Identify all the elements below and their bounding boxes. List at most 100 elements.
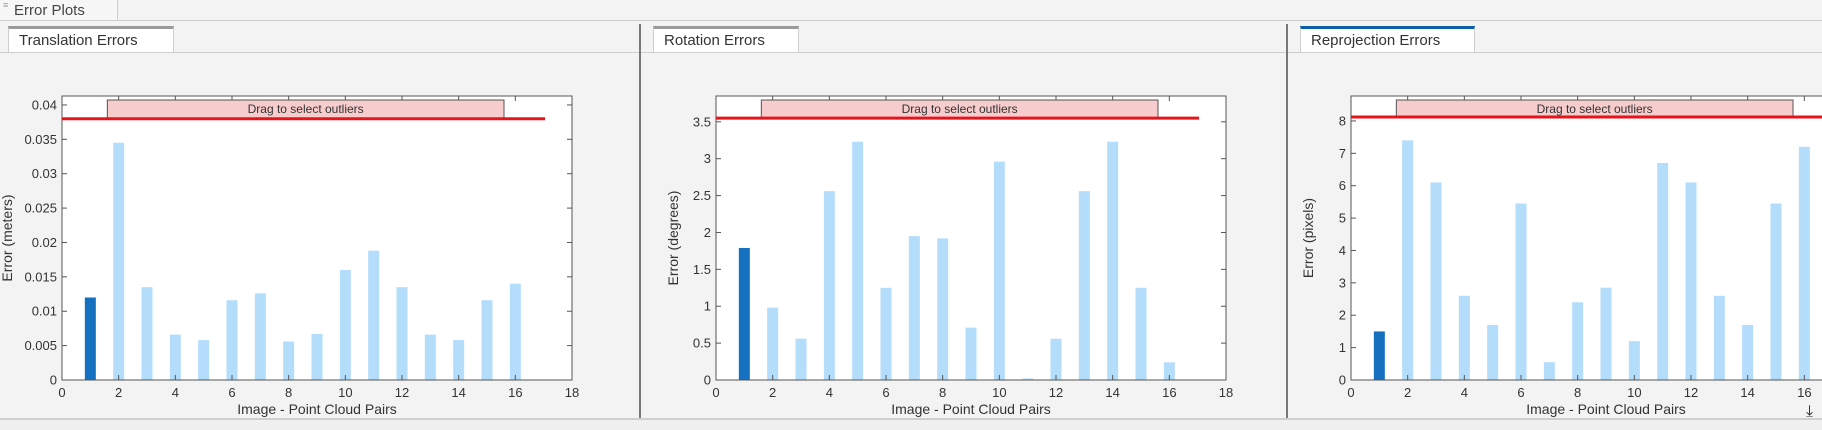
bar[interactable]: [113, 142, 125, 380]
bar-chart: 0 2 4 6 8 10 12 14 16 18 0 0.5 1 1.5 2 2.5 3 3.5 Image - P…: [665, 95, 1233, 417]
bar[interactable]: [226, 300, 238, 380]
y-tick-label: 2: [704, 225, 711, 240]
status-bar: [0, 418, 1822, 430]
bar[interactable]: [1402, 140, 1414, 380]
y-tick-label: 3.5: [693, 114, 711, 129]
x-tick-label: 4: [826, 385, 833, 400]
bar[interactable]: [141, 287, 153, 380]
tab-error-plots[interactable]: ≡ Error Plots: [0, 0, 118, 21]
bar[interactable]: [169, 334, 181, 380]
x-tick-label: 8: [1574, 385, 1581, 400]
x-tick-label: 8: [285, 385, 292, 400]
x-tick-label: 12: [395, 385, 409, 400]
bar[interactable]: [198, 340, 210, 380]
x-tick-label: 0: [712, 385, 719, 400]
bar[interactable]: [1543, 362, 1555, 380]
bar[interactable]: [1713, 295, 1725, 380]
bar[interactable]: [368, 250, 380, 380]
x-tick-label: 6: [882, 385, 889, 400]
y-axis-label: Error (meters): [0, 194, 15, 281]
selected-bar[interactable]: [738, 247, 750, 380]
bar[interactable]: [767, 307, 779, 380]
tab-label: Error Plots: [14, 2, 85, 19]
selected-bar[interactable]: [1373, 331, 1385, 380]
outlier-drag-label[interactable]: Drag to select outliers: [902, 102, 1018, 116]
bar[interactable]: [823, 191, 835, 380]
bar[interactable]: [1487, 324, 1499, 380]
bar[interactable]: [396, 287, 408, 380]
axes-box: [1350, 95, 1822, 381]
bar[interactable]: [1430, 182, 1442, 380]
bar[interactable]: [937, 238, 949, 380]
y-tick-label: 6: [1339, 178, 1346, 193]
bar[interactable]: [1050, 338, 1062, 380]
x-tick-label: 0: [1347, 385, 1354, 400]
bar[interactable]: [509, 283, 521, 380]
bar[interactable]: [1163, 362, 1175, 380]
y-axis-label: Error (pixels): [1300, 198, 1316, 278]
x-tick-label: 10: [992, 385, 1006, 400]
selected-bar[interactable]: [84, 297, 96, 380]
y-tick-label: 2: [1339, 308, 1346, 323]
bar[interactable]: [481, 300, 493, 380]
x-tick-label: 16: [1162, 385, 1176, 400]
bar[interactable]: [1135, 287, 1147, 380]
x-tick-label: 16: [508, 385, 522, 400]
y-tick-label: 0.01: [32, 304, 57, 319]
y-tick-label: 3: [704, 151, 711, 166]
bar[interactable]: [1078, 191, 1090, 380]
y-tick-label: 4: [1339, 243, 1346, 258]
bar[interactable]: [1628, 341, 1640, 380]
bar[interactable]: [852, 141, 864, 380]
tab-translation-errors[interactable]: Translation Errors: [8, 26, 174, 52]
axes-box: [61, 95, 573, 381]
bar[interactable]: [965, 327, 977, 380]
bar[interactable]: [993, 161, 1005, 380]
bar[interactable]: [453, 340, 465, 380]
outlier-drag-label[interactable]: Drag to select outliers: [1537, 102, 1653, 116]
outlier-drag-label[interactable]: Drag to select outliers: [248, 102, 364, 116]
panel-divider[interactable]: [639, 24, 641, 420]
panel-divider[interactable]: [1286, 24, 1288, 420]
x-tick-label: 6: [1517, 385, 1524, 400]
bar[interactable]: [795, 338, 807, 380]
bar[interactable]: [1742, 324, 1754, 380]
bar[interactable]: [1685, 182, 1697, 380]
bar[interactable]: [1770, 203, 1782, 380]
x-axis-label: Image - Point Cloud Pairs: [891, 401, 1051, 417]
y-tick-label: 0: [704, 373, 711, 388]
bar[interactable]: [1600, 287, 1612, 380]
reprojection-errors-panel: Reprojection Errors 02468101214161801234…: [1288, 24, 1822, 420]
bar[interactable]: [1798, 146, 1810, 380]
bar[interactable]: [311, 333, 323, 380]
x-tick-label: 2: [115, 385, 122, 400]
bar[interactable]: [908, 236, 920, 380]
x-tick-label: 10: [338, 385, 352, 400]
x-tick-label: 10: [1627, 385, 1641, 400]
bar[interactable]: [283, 341, 295, 380]
bar[interactable]: [1657, 163, 1669, 380]
y-tick-label: 5: [1339, 211, 1346, 226]
y-tick-label: 0.005: [24, 338, 57, 353]
x-tick-label: 8: [939, 385, 946, 400]
y-tick-label: 0.02: [32, 235, 57, 250]
x-tick-label: 18: [565, 385, 579, 400]
bar[interactable]: [1458, 295, 1470, 380]
y-tick-label: 0: [50, 373, 57, 388]
rotation-errors-panel: Rotation Errors 0 2 4 6 8 10 12 14 16 18 0 0.5 1 1.5 2…: [641, 24, 1286, 420]
tab-strip: [641, 52, 1286, 53]
x-tick-label: 12: [1684, 385, 1698, 400]
bar[interactable]: [254, 293, 266, 380]
bar-chart: 024681012141618012345678Image - Point Cl…: [1300, 95, 1822, 417]
bar[interactable]: [339, 269, 351, 380]
bar[interactable]: [880, 287, 892, 380]
bar[interactable]: [1572, 302, 1584, 380]
bar[interactable]: [1515, 203, 1527, 380]
tab-reprojection-errors[interactable]: Reprojection Errors: [1300, 26, 1475, 52]
bar[interactable]: [424, 334, 436, 380]
bar[interactable]: [1107, 141, 1119, 380]
bar[interactable]: [1022, 378, 1034, 380]
y-tick-label: 1: [704, 299, 711, 314]
download-icon[interactable]: ⤓: [1806, 403, 1814, 420]
tab-rotation-errors[interactable]: Rotation Errors: [653, 26, 799, 52]
